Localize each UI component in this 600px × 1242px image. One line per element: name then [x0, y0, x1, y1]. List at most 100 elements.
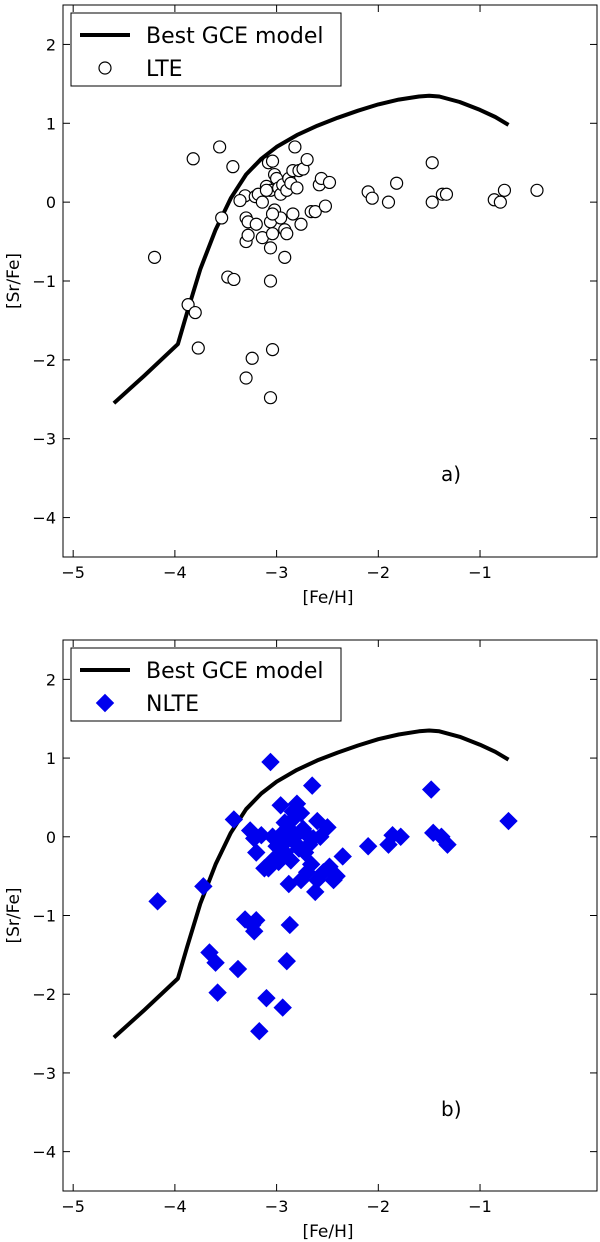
nlte-point	[421, 780, 441, 799]
lte-point	[188, 305, 202, 320]
lte-point	[493, 195, 507, 209]
lte-point	[215, 211, 229, 225]
lte-point	[265, 227, 280, 241]
xtick-label: −5	[61, 563, 85, 582]
panel-a-ticks	[63, 5, 597, 557]
lte-point	[213, 140, 227, 154]
lte-point	[439, 187, 454, 201]
xtick-label: −5	[61, 1197, 85, 1216]
lte-point	[425, 195, 439, 209]
lte-point	[497, 183, 512, 197]
panel-a-legend: Best GCE model LTE	[70, 12, 342, 87]
nlte-point	[273, 998, 292, 1017]
nlte-point	[280, 915, 300, 935]
panel-a: −5 −4 −3 −2 −1 2 1 0 −1 −2 −3 −4 Best GCE model LTE…	[4, 4, 598, 608]
legend-diamond-marker	[95, 693, 115, 713]
lte-point	[265, 154, 280, 168]
panel-b-points	[148, 752, 518, 1041]
lte-point	[318, 199, 333, 213]
panel-b-legend-box	[70, 647, 342, 722]
nlte-point	[301, 855, 321, 874]
gce-model-line	[112, 93, 510, 405]
ytick-label: 1	[46, 114, 56, 133]
panel-a-label: a)	[441, 462, 461, 486]
nlte-point	[308, 870, 327, 890]
nlte-point	[391, 827, 410, 846]
panel-a-legend-model-label: Best GCE model	[146, 24, 324, 49]
ytick-label: 2	[46, 35, 56, 54]
nlte-point	[358, 837, 378, 856]
nlte-point	[295, 843, 315, 862]
panel-b: −5 −4 −3 −2 −1 2 1 0 −1 −2 −3 −4 Best GCE model NLT…	[4, 639, 598, 1242]
xtick-label: −1	[468, 563, 492, 582]
legend-circle-marker	[98, 61, 112, 75]
ytick-label: −3	[32, 430, 56, 449]
panel-a-legend-point-marker	[98, 61, 112, 75]
panel-b-ylabel: [Sr/Fe]	[4, 887, 24, 943]
ytick-label: 0	[46, 828, 56, 847]
panel-b-tick-labels: −5 −4 −3 −2 −1 2 1 0 −1 −2 −3 −4	[32, 670, 491, 1216]
lte-point	[381, 195, 396, 209]
ytick-label: −2	[32, 351, 56, 370]
nlte-point	[438, 835, 457, 854]
nlte-point	[257, 988, 276, 1008]
lte-point	[263, 391, 278, 405]
lte-point	[191, 341, 205, 355]
nlte-point	[281, 851, 301, 870]
nlte-point	[306, 882, 325, 902]
nlte-point	[318, 818, 337, 837]
panel-a-legend-series-label: LTE	[146, 57, 183, 82]
lte-point	[245, 351, 259, 365]
panel-b-model	[112, 728, 510, 1039]
nlte-point	[250, 1022, 269, 1041]
lte-point	[290, 181, 304, 195]
lte-point	[255, 195, 269, 209]
lte-point	[226, 160, 240, 174]
nlte-point	[302, 776, 322, 795]
xtick-label: −1	[468, 1197, 492, 1216]
lte-point	[278, 250, 292, 264]
nlte-point	[304, 829, 323, 848]
lte-point	[294, 217, 308, 231]
lte-point	[365, 191, 379, 205]
nlte-point	[247, 843, 266, 862]
panel-b-legend-point-marker	[95, 693, 115, 713]
lte-point	[286, 207, 300, 221]
nlte-point	[206, 953, 225, 972]
nlte-point	[252, 826, 271, 845]
nlte-point	[291, 803, 311, 823]
ytick-label: −1	[32, 907, 56, 926]
lte-point	[280, 227, 294, 241]
lte-point	[239, 371, 253, 385]
lte-point	[390, 176, 404, 190]
nlte-point	[224, 810, 244, 829]
panel-a-frame	[62, 4, 598, 558]
ytick-label: 1	[46, 749, 56, 768]
nlte-point	[327, 866, 346, 886]
ytick-label: −2	[32, 985, 56, 1004]
nlte-point	[291, 870, 311, 890]
nlte-point	[499, 811, 518, 831]
nlte-point	[261, 752, 280, 772]
lte-point	[147, 250, 162, 264]
nlte-point	[333, 847, 352, 866]
panel-b-frame	[62, 639, 598, 1192]
xtick-label: −2	[367, 1197, 391, 1216]
lte-point	[241, 228, 255, 242]
panel-b-label: b)	[441, 1097, 462, 1121]
ytick-label: −3	[32, 1064, 56, 1083]
xtick-label: −4	[163, 1197, 187, 1216]
nlte-point	[247, 911, 266, 930]
nlte-point	[271, 796, 290, 815]
ytick-label: 0	[46, 193, 56, 212]
lte-point	[227, 272, 241, 287]
gce-model-line	[112, 728, 510, 1039]
xtick-label: −3	[265, 563, 289, 582]
lte-point	[259, 183, 274, 197]
panel-a-xlabel: [Fe/H]	[302, 588, 353, 608]
panel-b-legend-series-label: NLTE	[146, 692, 199, 717]
lte-point	[249, 217, 263, 231]
lte-point	[263, 274, 278, 288]
panel-a-points	[147, 140, 544, 405]
